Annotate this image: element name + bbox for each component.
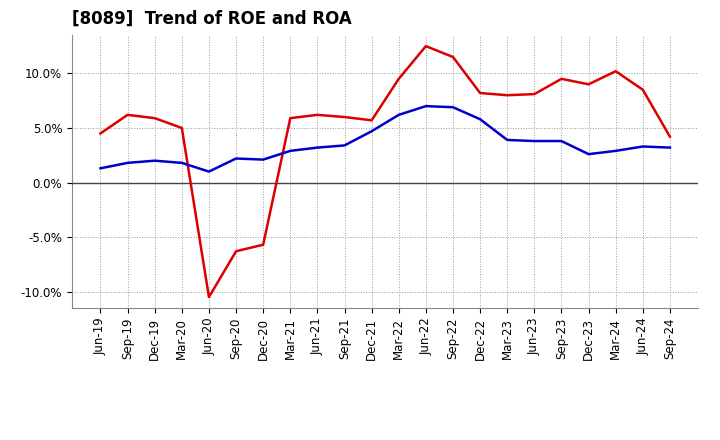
- ROA: [611, 148, 620, 154]
- ROE: [286, 115, 294, 121]
- ROA: [150, 158, 159, 163]
- ROE: [503, 92, 511, 98]
- ROE: [584, 82, 593, 87]
- ROE: [557, 76, 566, 81]
- ROA: [584, 151, 593, 157]
- Line: ROE: ROE: [101, 46, 670, 297]
- ROE: [665, 134, 674, 139]
- ROA: [259, 157, 268, 162]
- ROA: [449, 105, 457, 110]
- ROA: [665, 145, 674, 150]
- ROE: [259, 242, 268, 247]
- ROE: [367, 117, 376, 123]
- Text: [8089]  Trend of ROE and ROA: [8089] Trend of ROE and ROA: [72, 10, 352, 28]
- Line: ROA: ROA: [101, 106, 670, 172]
- ROA: [341, 143, 349, 148]
- ROE: [639, 87, 647, 92]
- ROE: [530, 92, 539, 97]
- ROA: [313, 145, 322, 150]
- ROE: [476, 90, 485, 95]
- ROA: [476, 117, 485, 122]
- ROA: [503, 137, 511, 143]
- ROE: [232, 249, 240, 254]
- ROE: [449, 55, 457, 60]
- ROA: [395, 112, 403, 117]
- ROE: [204, 294, 213, 300]
- ROE: [421, 44, 430, 49]
- ROA: [204, 169, 213, 174]
- ROA: [367, 128, 376, 134]
- ROE: [150, 115, 159, 121]
- ROA: [178, 160, 186, 165]
- ROA: [96, 166, 105, 171]
- ROA: [530, 139, 539, 144]
- ROA: [123, 160, 132, 165]
- ROA: [232, 156, 240, 161]
- ROE: [395, 76, 403, 81]
- ROE: [123, 112, 132, 117]
- ROE: [313, 112, 322, 117]
- ROE: [96, 131, 105, 136]
- ROE: [178, 125, 186, 131]
- ROA: [557, 139, 566, 144]
- ROA: [286, 148, 294, 154]
- ROA: [421, 103, 430, 109]
- ROA: [639, 144, 647, 149]
- ROE: [341, 114, 349, 120]
- ROE: [611, 69, 620, 74]
